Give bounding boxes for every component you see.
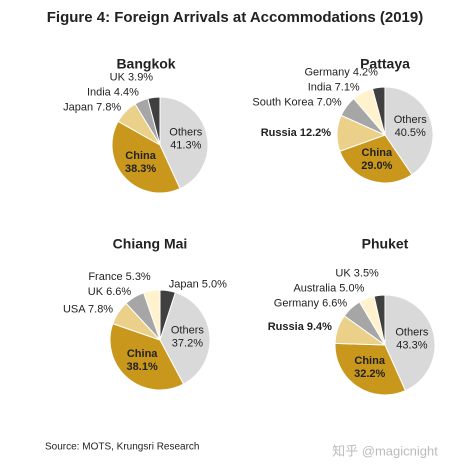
slice-label: Others 43.3% — [395, 326, 429, 351]
value-label: 37.2% — [172, 337, 203, 349]
value-label: 43.3% — [396, 339, 427, 351]
category-label: China — [362, 147, 393, 159]
slice-label: Australia 5.0% — [293, 283, 364, 295]
pie-slice — [159, 291, 211, 385]
value-label: 38.3% — [125, 163, 156, 175]
pie-title: Phuket — [362, 236, 409, 252]
category-label: Others — [171, 324, 205, 336]
value-label: 4.2% — [353, 66, 378, 78]
figure-title: Figure 4: Foreign Arrivals at Accommodat… — [47, 9, 423, 26]
value-label: 7.1% — [335, 81, 360, 93]
value-label: 7.8% — [88, 303, 113, 315]
slice-label: Russia 9.4% — [268, 321, 332, 333]
category-label: Germany — [305, 66, 351, 78]
pie-slice — [339, 134, 413, 184]
category-label: UK — [335, 268, 351, 280]
value-label: 12.2% — [300, 127, 331, 139]
source: Source: MOTS, Krungsri Research — [45, 442, 200, 453]
value-label: 40.5% — [395, 127, 426, 139]
slice-label: China 38.1% — [127, 348, 159, 373]
category-label: China — [354, 355, 385, 367]
value-label: 32.2% — [354, 368, 385, 380]
value-label: 29.0% — [361, 160, 392, 172]
category-label: Australia — [293, 283, 337, 295]
value-label: 6.6% — [322, 298, 347, 310]
category-label: India — [308, 81, 333, 93]
value-label: 3.9% — [128, 71, 153, 83]
slice-label: UK 3.9% — [110, 71, 154, 83]
pie-slice — [147, 96, 161, 146]
slice-label: USA 7.8% — [63, 303, 113, 315]
pie-slice — [384, 294, 436, 392]
slice-label: China 32.2% — [354, 355, 386, 380]
watermark: 知乎 @magicnight — [332, 443, 438, 458]
category-label: France — [88, 271, 122, 283]
slice-label: China 38.3% — [125, 150, 157, 175]
value-label: 41.3% — [170, 139, 201, 151]
category-label: UK — [110, 71, 126, 83]
slice-label: Germany 6.6% — [274, 298, 348, 310]
slice-label: Japan 5.0% — [169, 279, 227, 291]
value-label: 6.6% — [106, 286, 131, 298]
pie-slice — [373, 294, 386, 346]
category-label: China — [127, 348, 158, 360]
category-label: India — [87, 86, 112, 98]
category-label: China — [125, 150, 156, 162]
pie-slice — [109, 323, 185, 391]
value-label: 7.8% — [96, 101, 121, 113]
category-label: Japan — [169, 279, 199, 291]
slice-label: Others 40.5% — [394, 114, 428, 139]
category-label: UK — [88, 286, 104, 298]
pie-slice — [334, 342, 407, 396]
category-label: Russia — [268, 321, 305, 333]
pie-title: Chiang Mai — [113, 236, 188, 252]
pie-slice — [143, 289, 161, 341]
slice-label: Russia 12.2% — [261, 127, 332, 139]
slice-label: UK 3.5% — [335, 268, 379, 280]
value-label: 5.3% — [126, 271, 151, 283]
category-label: Others — [169, 126, 203, 138]
category-label: Others — [395, 326, 429, 338]
pie-slice — [371, 86, 386, 136]
pie-slice — [159, 96, 209, 190]
slice-label: India 4.4% — [87, 86, 139, 98]
slice-label: France 5.3% — [88, 271, 151, 283]
pie-title: Pattaya — [360, 56, 410, 72]
value-label: 3.5% — [354, 268, 379, 280]
slice-label: Japan 7.8% — [63, 101, 121, 113]
category-label: South Korea — [252, 97, 314, 109]
slice-label: Germany 4.2% — [305, 66, 379, 78]
category-label: Russia — [261, 127, 298, 139]
slice-label: Others 37.2% — [171, 324, 205, 349]
value-label: 5.0% — [202, 279, 227, 291]
value-label: 9.4% — [307, 321, 332, 333]
slice-label: UK 6.6% — [88, 286, 132, 298]
category-label: Others — [394, 114, 428, 126]
slice-label: Others 41.3% — [169, 126, 203, 151]
value-label: 38.1% — [127, 361, 158, 373]
category-label: USA — [63, 303, 86, 315]
pie-slice — [384, 86, 434, 176]
slice-label: India 7.1% — [308, 81, 360, 93]
value-label: 7.0% — [317, 97, 342, 109]
slice-label: South Korea 7.0% — [252, 97, 342, 109]
pie-slice — [111, 120, 181, 194]
value-label: 4.4% — [114, 86, 139, 98]
category-label: Japan — [63, 101, 93, 113]
pie-title: Bangkok — [116, 56, 175, 72]
category-label: Germany — [274, 298, 320, 310]
value-label: 5.0% — [339, 283, 364, 295]
slice-label: China 29.0% — [361, 147, 393, 172]
